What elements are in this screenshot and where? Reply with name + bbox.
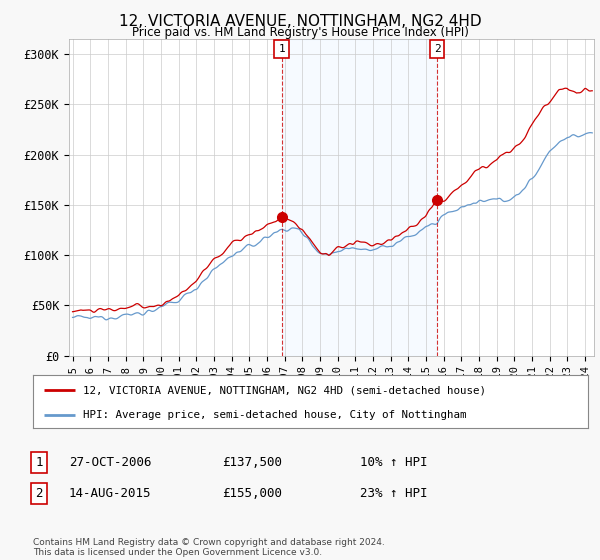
Text: Contains HM Land Registry data © Crown copyright and database right 2024.
This d: Contains HM Land Registry data © Crown c… xyxy=(33,538,385,557)
Text: 23% ↑ HPI: 23% ↑ HPI xyxy=(360,487,427,501)
Text: HPI: Average price, semi-detached house, City of Nottingham: HPI: Average price, semi-detached house,… xyxy=(83,409,466,419)
Text: 2: 2 xyxy=(434,44,440,54)
Text: 10% ↑ HPI: 10% ↑ HPI xyxy=(360,455,427,469)
Text: Price paid vs. HM Land Registry's House Price Index (HPI): Price paid vs. HM Land Registry's House … xyxy=(131,26,469,39)
Text: 27-OCT-2006: 27-OCT-2006 xyxy=(69,455,151,469)
Text: £137,500: £137,500 xyxy=(222,455,282,469)
Text: 14-AUG-2015: 14-AUG-2015 xyxy=(69,487,151,501)
Text: 12, VICTORIA AVENUE, NOTTINGHAM, NG2 4HD: 12, VICTORIA AVENUE, NOTTINGHAM, NG2 4HD xyxy=(119,14,481,29)
Text: £155,000: £155,000 xyxy=(222,487,282,501)
Text: 1: 1 xyxy=(278,44,285,54)
Text: 2: 2 xyxy=(35,487,43,501)
Text: 12, VICTORIA AVENUE, NOTTINGHAM, NG2 4HD (semi-detached house): 12, VICTORIA AVENUE, NOTTINGHAM, NG2 4HD… xyxy=(83,385,486,395)
Text: 1: 1 xyxy=(35,455,43,469)
Bar xyxy=(281,39,437,356)
